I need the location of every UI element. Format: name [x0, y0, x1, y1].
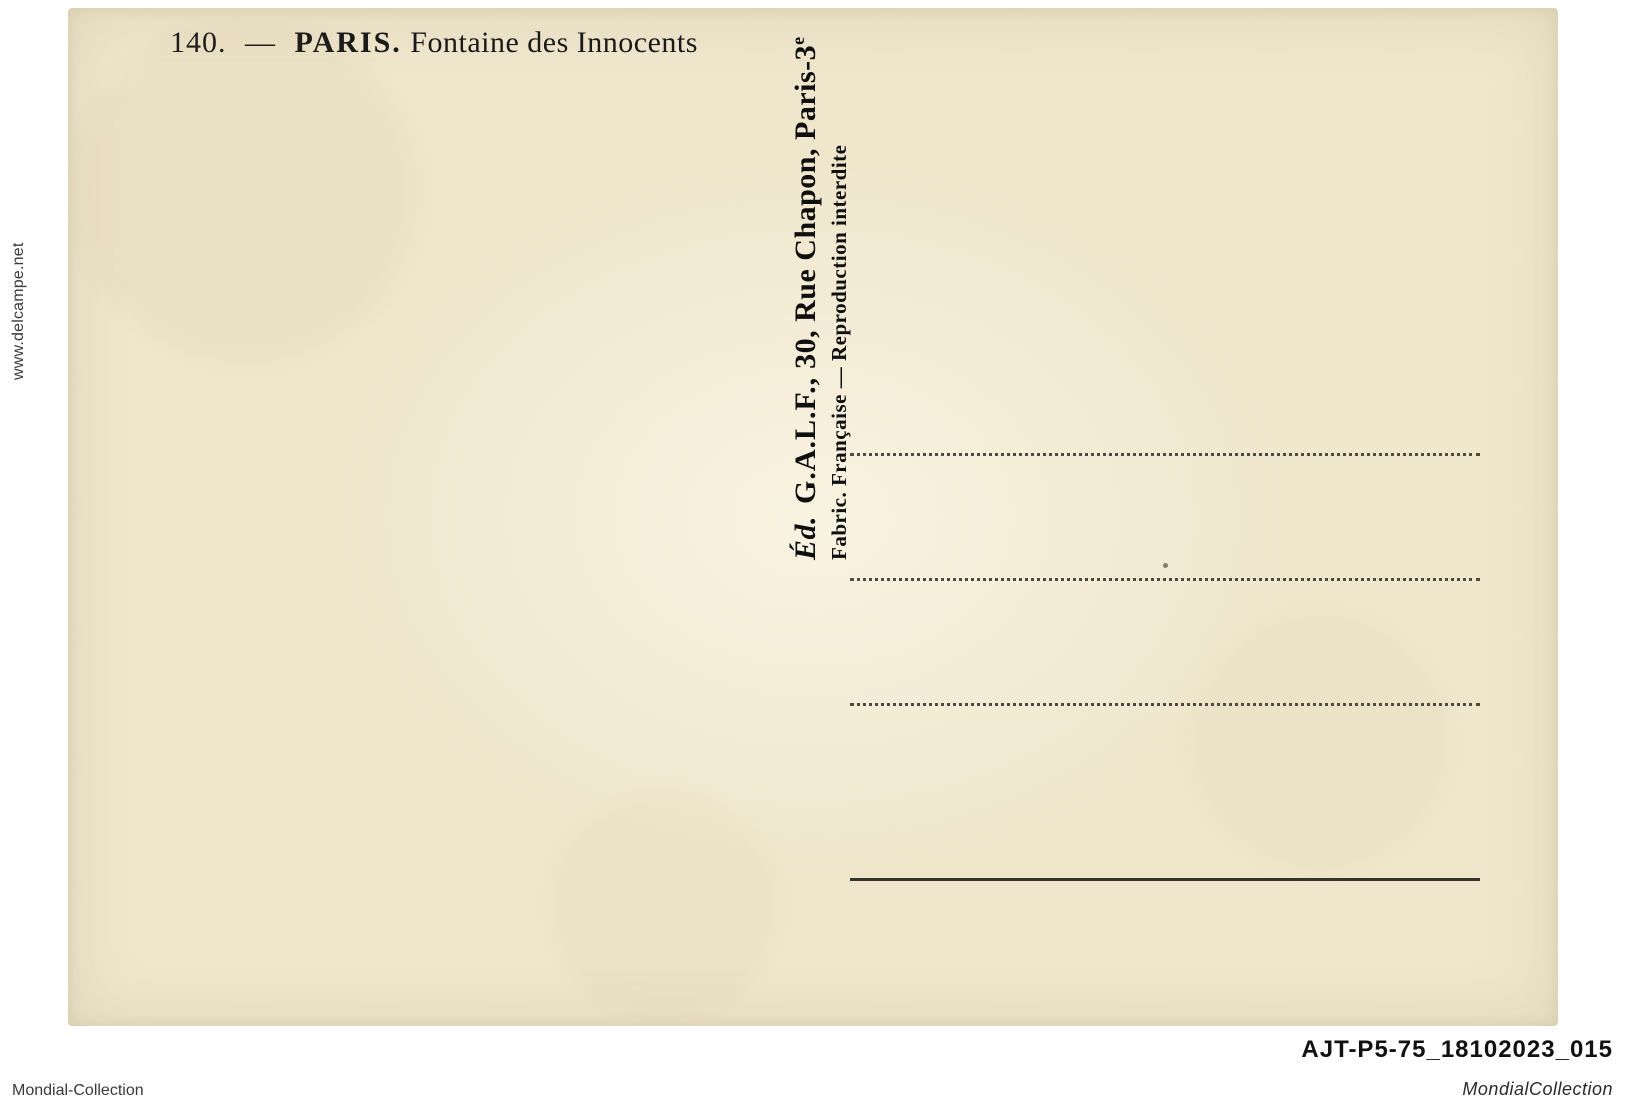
address-area	[850, 578, 1480, 581]
address-area	[850, 878, 1480, 881]
publisher-prefix: Éd.	[789, 516, 822, 560]
publisher-imprint: Éd. G.A.L.F., 30, Rue Chapon, Paris-3e F…	[788, 36, 852, 560]
caption-title: Fontaine des Innocents	[410, 26, 698, 59]
address-area	[850, 453, 1480, 456]
publisher-line-2: Fabric. Française — Reproduction interdi…	[827, 36, 852, 560]
caption-number: 140.	[170, 26, 227, 59]
caption-separator: —	[235, 26, 286, 59]
watermark-bottom-left: Mondial-Collection	[12, 1082, 144, 1100]
stage: 140. — PARIS. Fontaine des Innocents Éd.…	[0, 0, 1625, 1112]
address-line-3	[850, 703, 1480, 706]
postcard-back: 140. — PARIS. Fontaine des Innocents Éd.…	[68, 8, 1558, 1026]
address-area	[850, 703, 1480, 706]
address-line-2	[850, 578, 1480, 581]
address-line-1	[850, 453, 1480, 456]
watermark-left: www.delcampe.net	[10, 243, 28, 381]
watermark-bottom-right: MondialCollection	[1462, 1079, 1613, 1100]
publisher-acronym: G.A.L.F.,	[789, 377, 822, 504]
publisher-address: 30, Rue Chapon, Paris-3	[789, 45, 822, 369]
postcard-caption: 140. — PARIS. Fontaine des Innocents	[170, 26, 698, 60]
caption-city: PARIS.	[295, 26, 402, 59]
reference-code: AJT-P5-75_18102023_015	[1301, 1036, 1613, 1064]
paper-speck	[1163, 563, 1168, 568]
address-line-4	[850, 878, 1480, 881]
publisher-ordinal: e	[788, 36, 808, 45]
publisher-line-1: Éd. G.A.L.F., 30, Rue Chapon, Paris-3e	[788, 36, 823, 560]
